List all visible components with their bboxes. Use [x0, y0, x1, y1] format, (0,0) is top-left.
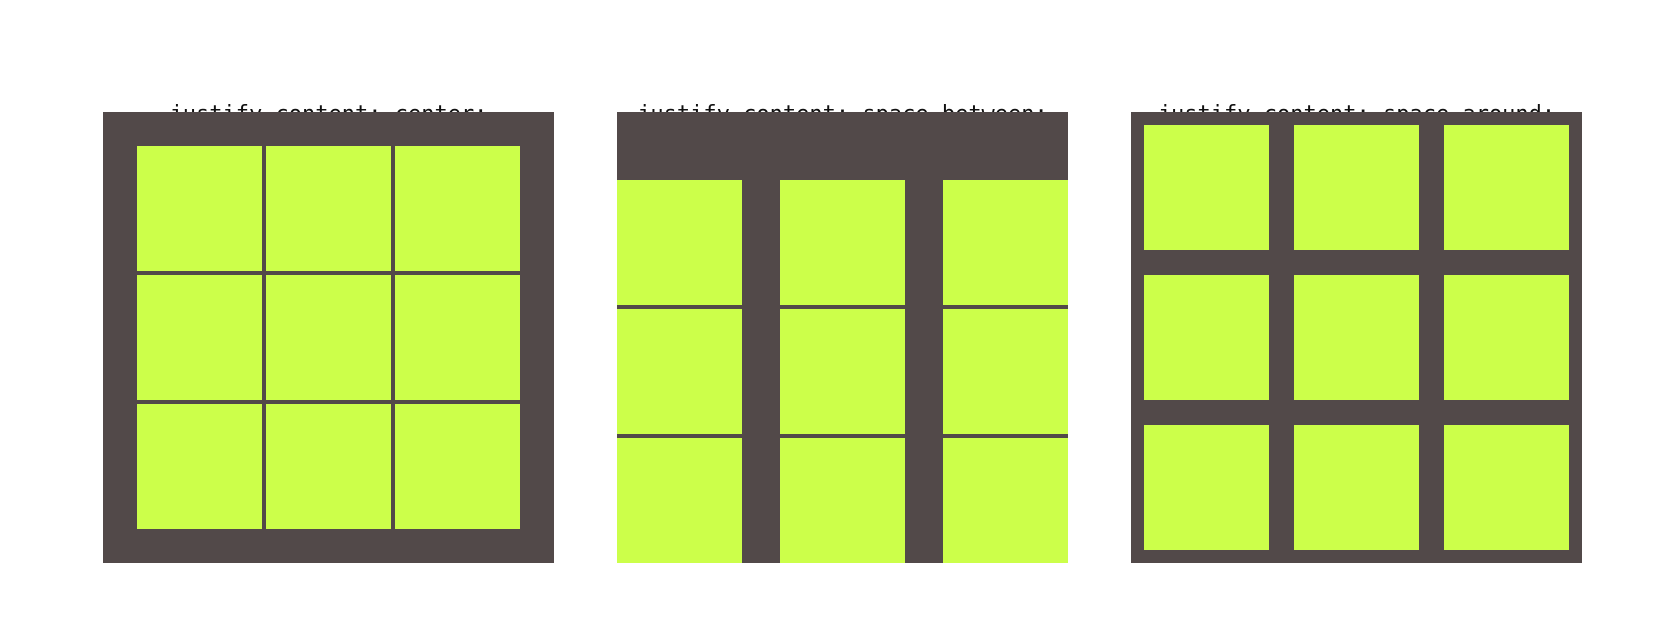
grid-item	[1444, 124, 1570, 250]
grid-item	[1444, 425, 1570, 551]
grid-item	[1143, 425, 1269, 551]
grid-item	[1143, 124, 1269, 250]
grid-item	[1143, 274, 1269, 400]
grid-item	[395, 275, 520, 400]
grid-container	[617, 112, 1068, 563]
grid-item	[617, 180, 742, 305]
grid-container	[103, 112, 554, 563]
grid-item	[1293, 124, 1419, 250]
grid-item	[266, 146, 391, 271]
grid-item	[1444, 274, 1570, 400]
grid-item	[780, 309, 905, 434]
grid-item	[1293, 274, 1419, 400]
grid-item	[943, 438, 1068, 563]
grid-item	[395, 146, 520, 271]
grid-item	[137, 146, 262, 271]
grid-item	[137, 404, 262, 529]
grid-item	[617, 309, 742, 434]
demo-panel-space-around: justify-content: space-around; align-con…	[1131, 0, 1582, 625]
grid-item	[395, 404, 520, 529]
grid-item	[780, 438, 905, 563]
grid-item	[617, 438, 742, 563]
grid-item	[266, 404, 391, 529]
grid-item	[1293, 425, 1419, 551]
grid-container	[1131, 112, 1582, 563]
demo-panel-center: justify-content: center; align-content: …	[103, 0, 554, 625]
grid-item	[137, 275, 262, 400]
demo-panel-space-between: justify-content: space-between; align-co…	[617, 0, 1068, 625]
grid-item	[780, 180, 905, 305]
grid-item	[943, 180, 1068, 305]
grid-item	[943, 309, 1068, 434]
grid-item	[266, 275, 391, 400]
